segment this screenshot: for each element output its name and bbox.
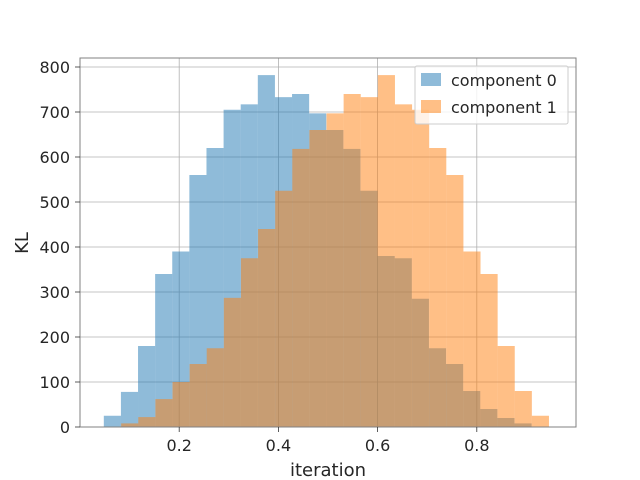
bar-component-1 [343, 94, 361, 427]
legend-swatch-component-1 [421, 100, 441, 113]
x-tick-label: 0.4 [266, 436, 291, 455]
bar-component-1 [189, 364, 207, 427]
y-tick-label: 400 [39, 238, 70, 257]
y-tick-label: 100 [39, 373, 70, 392]
bar-component-1 [172, 382, 190, 427]
y-axis-label: KL [12, 232, 33, 254]
bar-component-1 [138, 417, 156, 427]
legend-swatch-component-0 [421, 73, 441, 86]
bar-component-1 [480, 274, 498, 427]
bar-component-1 [412, 109, 430, 427]
bar-component-1 [394, 104, 413, 427]
bar-component-0 [138, 346, 156, 427]
legend: component 0 component 1 [414, 65, 569, 125]
bar-component-1 [240, 258, 259, 427]
bar-component-1 [326, 113, 344, 427]
bar-component-1 [429, 148, 447, 427]
y-tick-label: 500 [39, 193, 70, 212]
x-axis-ticks: 0.2 0.4 0.6 0.8 [166, 427, 490, 455]
x-tick-label: 0.2 [166, 436, 191, 455]
bar-component-0 [155, 274, 173, 427]
x-tick-label: 0.6 [365, 436, 390, 455]
bar-component-1 [531, 415, 549, 427]
bar-component-1 [155, 399, 173, 427]
bar-component-1 [121, 423, 139, 427]
legend-label-component-0: component 0 [451, 71, 557, 90]
x-axis-label: iteration [290, 460, 366, 480]
bar-component-1 [446, 175, 464, 427]
bar-component-1 [377, 75, 395, 427]
bar-component-1 [309, 130, 327, 427]
legend-label-component-1: component 1 [451, 98, 557, 117]
bar-component-1 [514, 391, 532, 427]
bar-component-1 [463, 251, 481, 427]
x-tick-label: 0.8 [464, 436, 489, 455]
y-tick-label: 0 [60, 418, 70, 437]
bar-component-1 [223, 297, 241, 427]
bar-component-1 [497, 346, 515, 427]
y-tick-label: 700 [39, 103, 70, 122]
histogram-bars [103, 75, 549, 428]
bar-component-1 [206, 348, 224, 427]
y-tick-label: 300 [39, 283, 70, 302]
series-component-1 [121, 75, 549, 428]
plot-frame [79, 57, 577, 428]
bar-component-0 [120, 391, 139, 427]
y-tick-label: 800 [39, 58, 70, 77]
bar-component-0 [103, 415, 121, 427]
y-axis-ticks: 0 100 200 300 400 500 600 700 800 [39, 58, 80, 437]
bar-component-1 [258, 229, 276, 427]
bar-component-1 [292, 148, 310, 427]
y-tick-label: 200 [39, 328, 70, 347]
bar-component-1 [360, 97, 378, 428]
bar-component-1 [275, 190, 293, 427]
legend-box [414, 65, 569, 125]
y-tick-label: 600 [39, 148, 70, 167]
